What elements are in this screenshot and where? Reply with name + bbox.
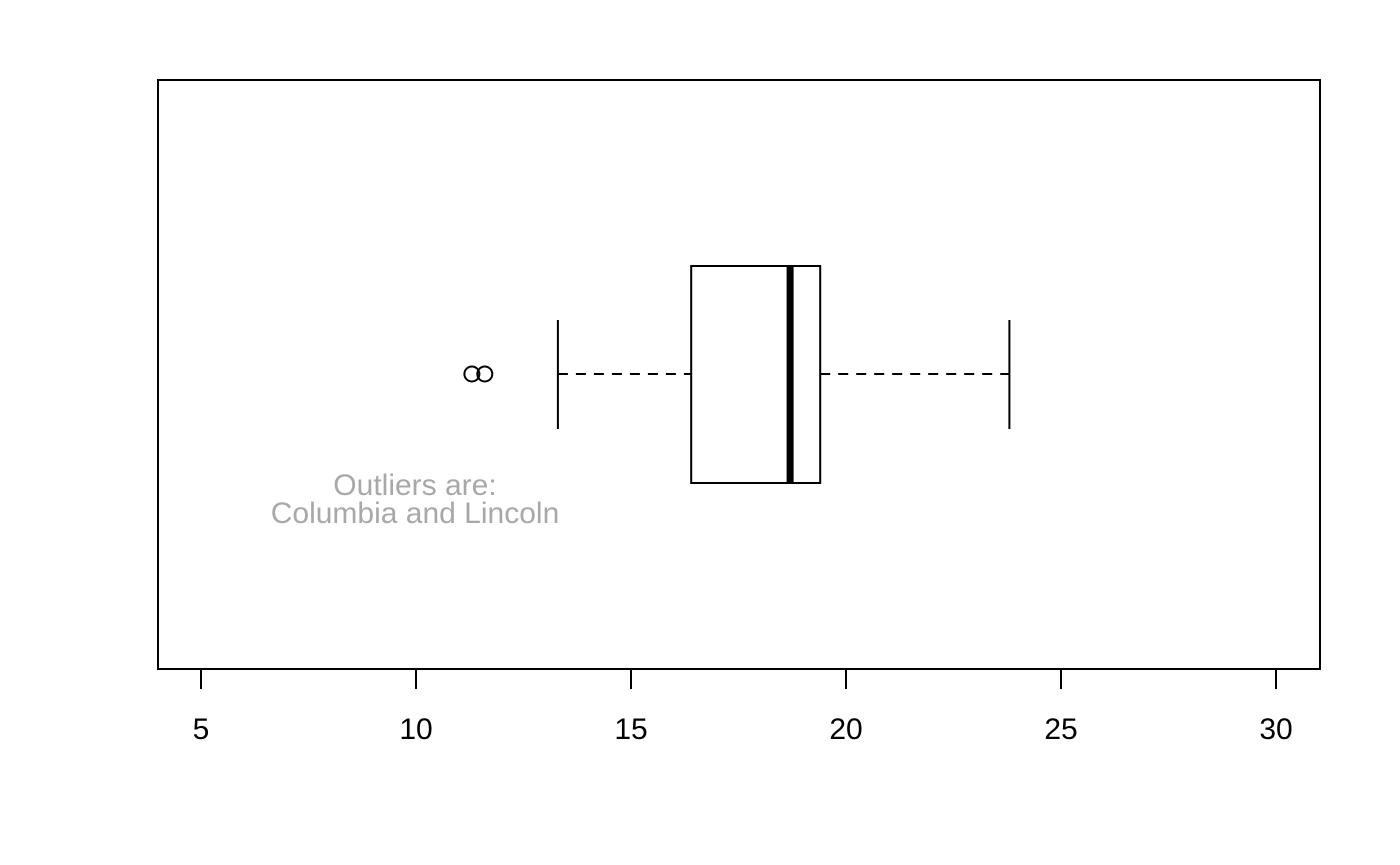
annotation-line-1: Outliers are: [333,469,496,502]
x-tick-label: 10 [399,713,432,746]
x-tick-label: 20 [829,713,862,746]
iqr-box [690,265,822,484]
outlier-point [463,365,481,383]
x-axis-ticks: 5 10 15 20 25 30 [193,669,1293,746]
x-tick-label: 5 [193,713,210,746]
x-tick-label: 30 [1259,713,1292,746]
annotation-line-2: Columbia and Lincoln [271,497,560,530]
x-tick-label: 15 [614,713,647,746]
box-marks [463,265,1011,484]
outlier-point [476,365,494,383]
x-tick-label: 25 [1044,713,1077,746]
